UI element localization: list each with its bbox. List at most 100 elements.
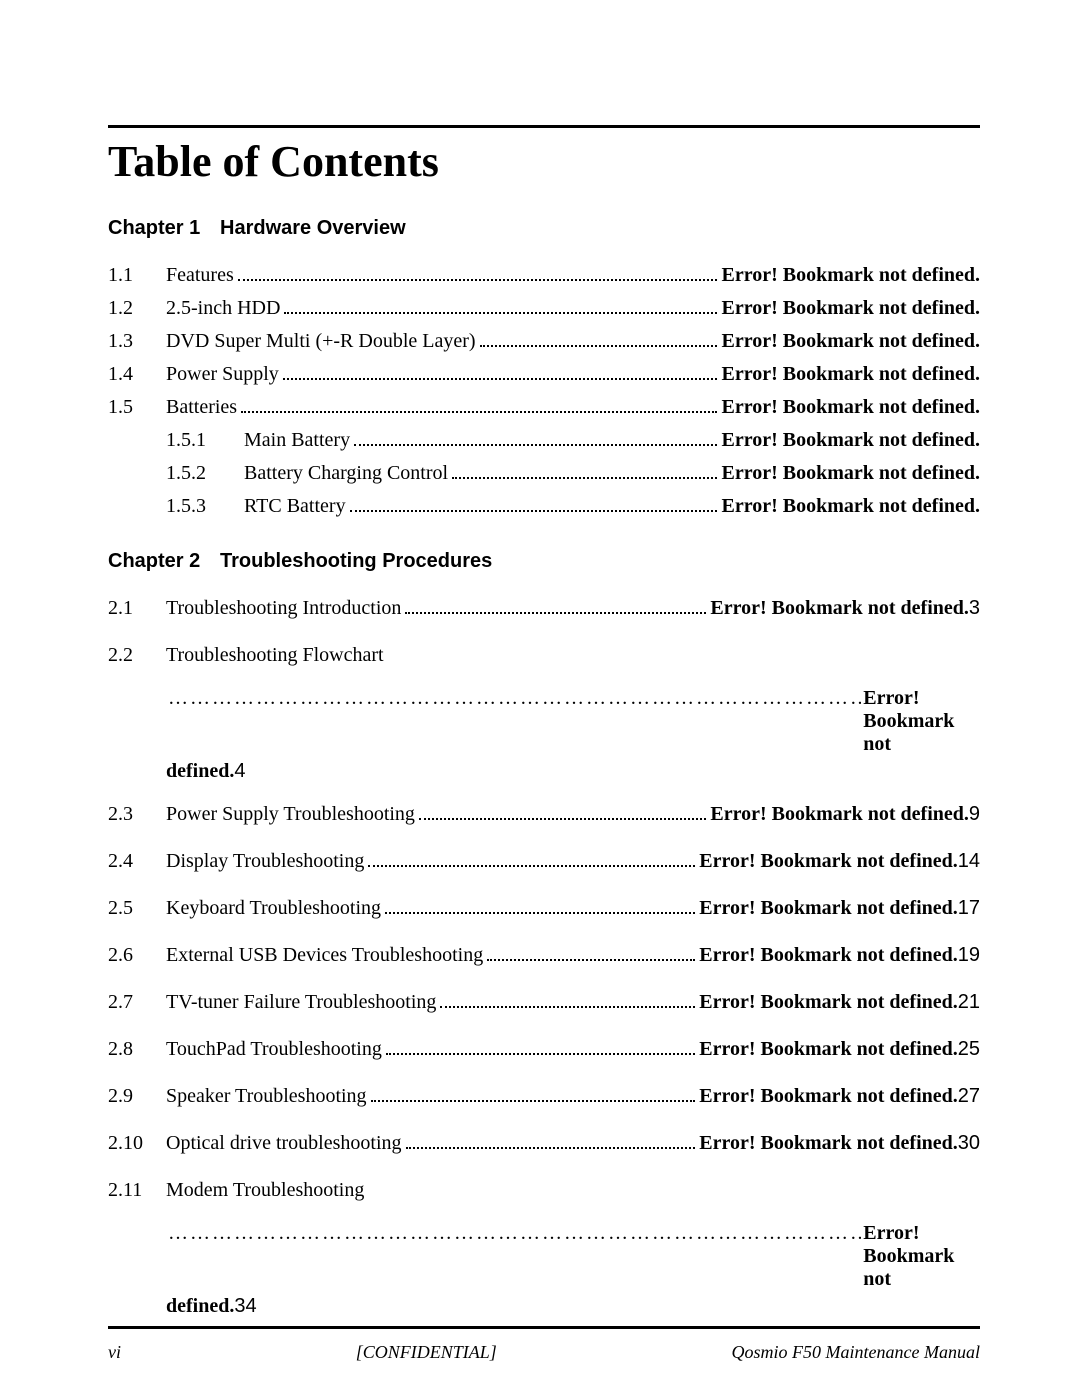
document-page: Table of Contents Chapter 1Hardware Over… (0, 0, 1080, 1397)
toc-entry-number: 2.7 (108, 987, 166, 1018)
chapter-number: Chapter 1 (108, 217, 220, 240)
toc-entry-page: Error! Bookmark not (863, 1222, 980, 1291)
toc-entry-page: Error! Bookmark not defined.21 (699, 987, 980, 1018)
dot-leader (480, 327, 718, 347)
toc-entry: 1.3DVD Super Multi (+-R Double Layer) Er… (108, 326, 980, 357)
toc-entry-page: Error! Bookmark not defined. (721, 260, 980, 291)
toc-entry-page-cont: defined.4 (166, 760, 980, 783)
dot-leader: …………………………………………………………………………………………………………… (168, 687, 861, 710)
dot-leader (241, 393, 717, 413)
toc-entry-label: Optical drive troubleshooting (166, 1128, 402, 1159)
toc-entry: 2.1Troubleshooting Introduction Error! B… (108, 593, 980, 624)
toc-entry-number: 1.3 (108, 326, 166, 357)
toc-entry-number: 2.8 (108, 1034, 166, 1065)
toc-entry-label: DVD Super Multi (+-R Double Layer) (166, 326, 476, 357)
toc-entry: 1.22.5-inch HDD Error! Bookmark not defi… (108, 293, 980, 324)
toc-entry-page: Error! Bookmark not (863, 687, 980, 756)
toc-entry-label: Features (166, 260, 234, 291)
dot-leader (368, 847, 695, 867)
dot-leader (405, 594, 706, 614)
toc-entry-number: 1.5.3 (166, 491, 244, 522)
toc-entry-page: Error! Bookmark not defined.14 (699, 846, 980, 877)
toc-subentry: 1.5.3RTC Battery Error! Bookmark not def… (108, 491, 980, 522)
toc-entry-label: Power Supply (166, 359, 279, 390)
toc-subentry: 1.5.2Battery Charging Control Error! Boo… (108, 458, 980, 489)
toc-entry-number: 2.11 (108, 1175, 166, 1206)
toc-entry-label: TV-tuner Failure Troubleshooting (166, 987, 436, 1018)
toc-entry-number: 2.4 (108, 846, 166, 877)
toc-entry-page: Error! Bookmark not defined.3 (710, 593, 980, 624)
toc-entry-label: External USB Devices Troubleshooting (166, 940, 483, 971)
toc-entry-number: 2.10 (108, 1128, 166, 1159)
toc-entry: 2.3Power Supply Troubleshooting Error! B… (108, 799, 980, 830)
toc-entry-page: Error! Bookmark not defined. (721, 425, 980, 456)
footer-doc-title: Qosmio F50 Maintenance Manual (732, 1342, 980, 1363)
toc-entry: 1.1Features Error! Bookmark not defined. (108, 260, 980, 291)
dot-leader (487, 941, 695, 961)
toc-entry-label: 2.5-inch HDD (166, 293, 280, 324)
toc-entry-number: 2.9 (108, 1081, 166, 1112)
toc-entry-page: Error! Bookmark not defined.19 (699, 940, 980, 971)
toc-subentry: 1.5.1Main Battery Error! Bookmark not de… (108, 425, 980, 456)
dot-leader: …………………………………………………………………………………………………………… (168, 1222, 861, 1245)
toc-entry-continuation: …………………………………………………………………………………………………………… (166, 1222, 980, 1318)
dot-leader (386, 1035, 695, 1055)
dot-leader (238, 261, 718, 281)
toc-entry-page: Error! Bookmark not defined. (721, 326, 980, 357)
toc-entry-label: Power Supply Troubleshooting (166, 799, 415, 830)
toc-entry-label: Batteries (166, 392, 237, 423)
toc-entry-number: 2.3 (108, 799, 166, 830)
toc-entry-page: Error! Bookmark not defined.9 (710, 799, 980, 830)
toc-entry-label: RTC Battery (244, 491, 346, 522)
toc-entry-continuation: …………………………………………………………………………………………………………… (166, 687, 980, 783)
toc-entry-label: Display Troubleshooting (166, 846, 364, 877)
toc-entry-page: Error! Bookmark not defined.27 (699, 1081, 980, 1112)
toc-section: 2.1Troubleshooting Introduction Error! B… (108, 593, 980, 1318)
toc-entry-number: 2.1 (108, 593, 166, 624)
page-footer: vi [CONFIDENTIAL] Qosmio F50 Maintenance… (108, 1342, 980, 1363)
chapter-header: Chapter 2Troubleshooting Procedures (108, 550, 980, 573)
toc-entry-page: Error! Bookmark not defined.25 (699, 1034, 980, 1065)
toc-entry: 2.6External USB Devices Troubleshooting … (108, 940, 980, 971)
dot-leader (419, 800, 706, 820)
toc-entry: 1.5Batteries Error! Bookmark not defined… (108, 392, 980, 423)
toc-entry-page: Error! Bookmark not defined.30 (699, 1128, 980, 1159)
dot-leader (385, 894, 695, 914)
toc-entry-page: Error! Bookmark not defined. (721, 359, 980, 390)
toc-entry-number: 1.1 (108, 260, 166, 291)
toc-entry-number: 1.4 (108, 359, 166, 390)
toc-entry: 2.11Modem Troubleshooting (108, 1175, 980, 1206)
toc-entry: 2.5Keyboard Troubleshooting Error! Bookm… (108, 893, 980, 924)
toc-entry-number: 2.5 (108, 893, 166, 924)
dot-leader (406, 1129, 696, 1149)
chapter-header: Chapter 1Hardware Overview (108, 217, 980, 240)
footer-rule (108, 1326, 980, 1329)
footer-page-number: vi (108, 1342, 121, 1363)
toc-entry: 2.2Troubleshooting Flowchart (108, 640, 980, 671)
toc-entry-label: Speaker Troubleshooting (166, 1081, 367, 1112)
chapter-number: Chapter 2 (108, 550, 220, 573)
chapter-title: Troubleshooting Procedures (220, 550, 492, 572)
dot-leader (283, 360, 718, 380)
toc-entry: 2.7TV-tuner Failure Troubleshooting Erro… (108, 987, 980, 1018)
toc-entry-number: 2.6 (108, 940, 166, 971)
chapter-title: Hardware Overview (220, 217, 406, 239)
toc-entry: 2.9Speaker Troubleshooting Error! Bookma… (108, 1081, 980, 1112)
dot-leader (440, 988, 695, 1008)
toc-entry-label: Main Battery (244, 425, 350, 456)
toc-entry-page-cont: defined.34 (166, 1295, 980, 1318)
dot-leader (284, 294, 717, 314)
toc-section: 1.1Features Error! Bookmark not defined.… (108, 260, 980, 522)
toc-entry-page: Error! Bookmark not defined.17 (699, 893, 980, 924)
toc-entry-number: 1.5.1 (166, 425, 244, 456)
dot-leader (452, 459, 717, 479)
toc-entry-label: Troubleshooting Introduction (166, 593, 401, 624)
page-title: Table of Contents (108, 136, 980, 187)
toc-entry: 2.10Optical drive troubleshooting Error!… (108, 1128, 980, 1159)
table-of-contents: Chapter 1Hardware Overview 1.1Features Er… (108, 217, 980, 1318)
top-rule (108, 125, 980, 128)
toc-entry-page: Error! Bookmark not defined. (721, 293, 980, 324)
toc-entry-label: Keyboard Troubleshooting (166, 893, 381, 924)
toc-entry: 1.4Power Supply Error! Bookmark not defi… (108, 359, 980, 390)
footer-confidential: [CONFIDENTIAL] (356, 1342, 497, 1363)
